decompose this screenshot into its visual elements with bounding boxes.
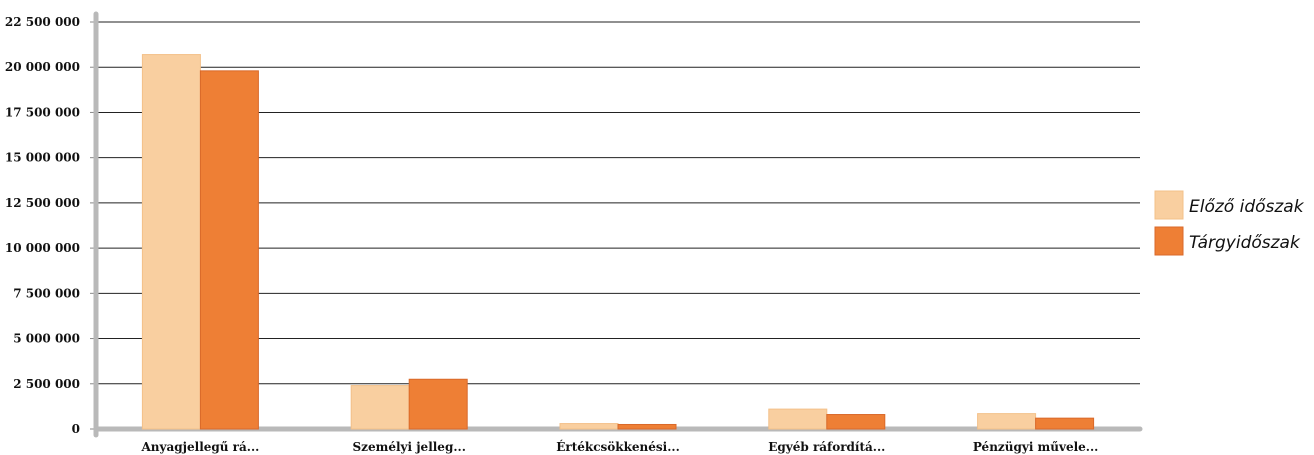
bar-targy (1035, 417, 1095, 430)
legend-swatch (1154, 190, 1184, 220)
legend-label: Előző időszak (1189, 197, 1305, 217)
x-tick-label: Személyi jelleg... (353, 440, 466, 454)
y-axis-tick-labels: 0 2 500 000 5 000 000 7 500 000 10 000 000 12… (5, 15, 80, 436)
y-tick-label: 7 500 000 (13, 286, 80, 300)
y-tick-label: 22 500 000 (5, 15, 80, 29)
x-tick-label: Pénzügyi művele... (973, 440, 1098, 454)
bar-targy (408, 378, 468, 430)
bar-targy (826, 414, 886, 430)
y-tick-label: 15 000 000 (5, 151, 80, 165)
x-tick-label: Egyéb ráfordítá... (768, 440, 885, 454)
y-tick-label: 5 000 000 (13, 332, 80, 346)
bars (141, 54, 1095, 430)
bar-elozo (141, 54, 201, 430)
x-tick-label: Értékcsökkenési... (556, 439, 680, 454)
y-tick-label: 0 (72, 422, 80, 436)
legend: Előző időszak Tárgyidőszak (1154, 190, 1305, 256)
bar-elozo (768, 408, 828, 430)
y-tick-label: 10 000 000 (5, 241, 80, 255)
y-tick-label: 2 500 000 (13, 377, 80, 391)
y-tick-label: 20 000 000 (5, 60, 80, 74)
bar-elozo (559, 423, 619, 430)
bar-targy (617, 423, 677, 430)
y-tick-label: 17 500 000 (5, 105, 80, 119)
legend-label: Tárgyidőszak (1189, 233, 1301, 253)
bar-targy (199, 70, 259, 430)
grid-lines (96, 21, 1140, 385)
x-tick-label: Anyagjellegű rá... (140, 440, 259, 454)
bar-elozo (350, 385, 410, 430)
legend-swatch (1154, 226, 1184, 256)
y-tick-label: 12 500 000 (5, 196, 80, 210)
x-axis-tick-labels: Anyagjellegű rá... Személyi jelleg... Érté… (140, 439, 1098, 454)
bar-elozo (977, 413, 1037, 430)
